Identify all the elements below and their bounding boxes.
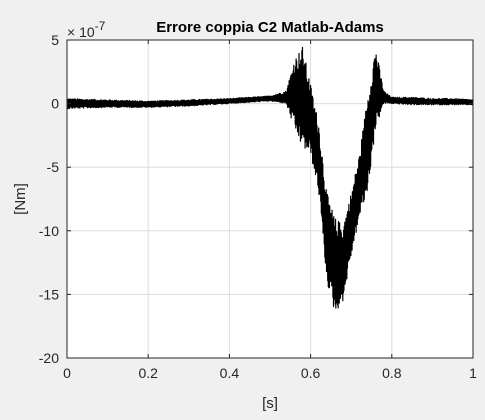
x-tick-labels: 0 0.2 0.4 0.6 0.8 1 (63, 365, 477, 381)
y-tick-label: -15 (39, 286, 59, 302)
chart-title: Errore coppia C2 Matlab-Adams (156, 19, 384, 36)
tick-marks (66, 39, 474, 359)
x-tick-label: 0 (63, 365, 71, 381)
y-tick-label: 0 (51, 96, 59, 112)
y-tick-label: -5 (47, 159, 60, 175)
y-tick-label: -20 (39, 350, 59, 366)
y-tick-labels: 5 0 -5 -10 -15 -20 (39, 32, 59, 366)
series-layer (66, 46, 474, 309)
x-axis-label: [s] (262, 395, 278, 412)
x-tick-label: 0.8 (382, 365, 402, 381)
y-tick-label: 5 (51, 32, 59, 48)
y-axis-label: [Nm] (12, 183, 29, 215)
x-tick-label: 1 (469, 365, 477, 381)
y-exponent-power: -7 (95, 19, 106, 33)
y-exponent-label: × 10-7 (67, 19, 106, 40)
x-tick-label: 0.2 (138, 365, 158, 381)
series-line (66, 46, 474, 309)
x-tick-label: 0.6 (301, 365, 321, 381)
x-tick-label: 0.4 (220, 365, 240, 381)
y-exponent-base: × 10 (67, 24, 95, 40)
axes-background (67, 40, 473, 358)
y-tick-label: -10 (39, 223, 59, 239)
axes-box (66, 39, 474, 359)
